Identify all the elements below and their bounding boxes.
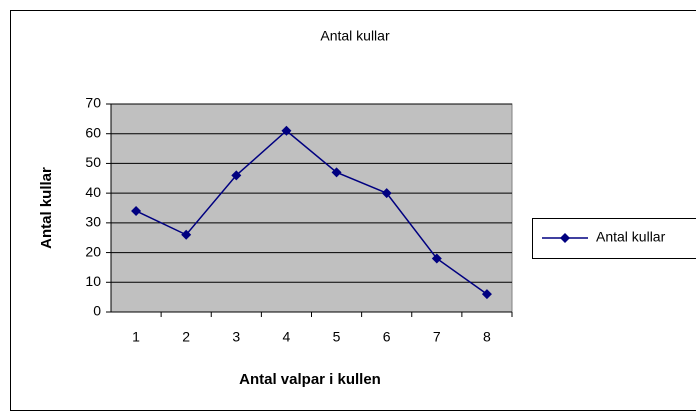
y-tick-label: 0 <box>93 303 101 319</box>
x-tick-label: 3 <box>232 329 240 345</box>
data-point <box>231 170 242 181</box>
x-tick-label: 4 <box>283 329 291 345</box>
x-tick-label: 5 <box>333 329 341 345</box>
x-tick-label: 7 <box>433 329 441 345</box>
data-point <box>431 253 442 264</box>
x-axis-title: Antal valpar i kullen <box>239 371 381 388</box>
data-point <box>181 229 192 240</box>
legend-label: Antal kullar <box>596 229 666 245</box>
y-axis-title: Antal kullar <box>38 167 55 249</box>
x-tick-label: 2 <box>182 329 190 345</box>
data-point <box>281 125 292 136</box>
x-tick-label: 6 <box>383 329 391 345</box>
series-line <box>135 129 488 295</box>
data-point <box>481 289 492 300</box>
y-tick-label: 40 <box>85 184 101 200</box>
x-tick-label: 8 <box>483 329 491 345</box>
y-tick-label: 10 <box>85 273 101 289</box>
chart-title: Antal kullar <box>320 28 390 44</box>
y-tick-label: 30 <box>85 214 101 230</box>
y-tick-label: 20 <box>85 243 101 259</box>
plot-area <box>110 103 513 313</box>
x-tick-label: 1 <box>132 329 140 345</box>
y-tick-label: 50 <box>85 154 101 170</box>
y-tick-label: 70 <box>85 95 101 111</box>
y-tick-label: 60 <box>85 124 101 140</box>
legend-marker <box>560 233 570 243</box>
data-point <box>381 188 392 199</box>
data-point <box>331 167 342 178</box>
data-point <box>131 205 142 216</box>
